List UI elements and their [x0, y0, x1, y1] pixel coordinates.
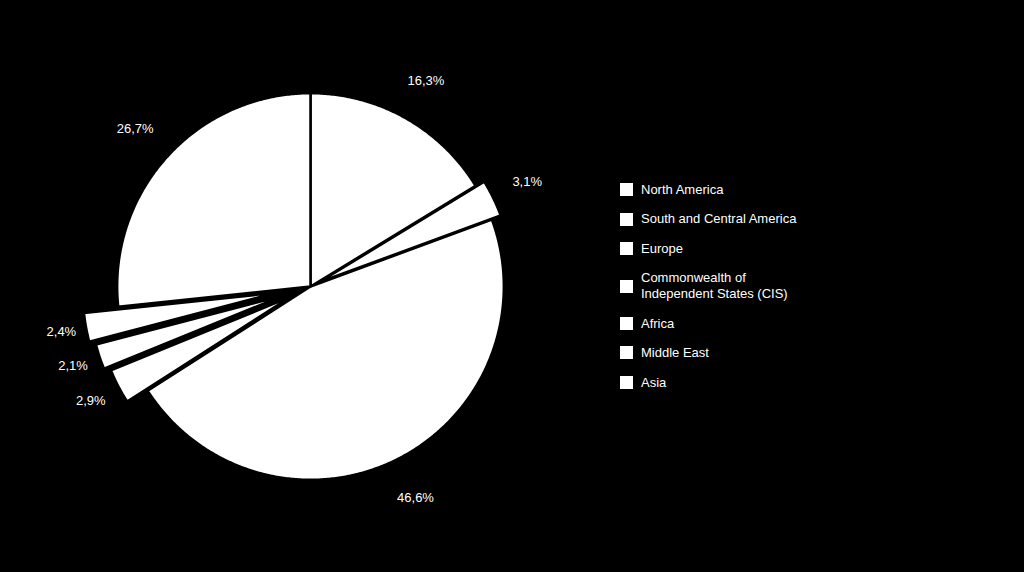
html-text:Europe: Europe [641, 240, 683, 256]
svg-text:2,4%: 2,4% [47, 324, 77, 339]
html-text:Africa: Africa [641, 315, 675, 331]
html-text:Asia: Asia [641, 374, 667, 390]
html-text:Middle East: Middle East [641, 345, 709, 361]
svg-text:3,1%: 3,1% [512, 174, 542, 189]
html-text:South and Central America: South and Central America [641, 211, 797, 227]
html-text:Commonwealth of Independent St: Commonwealth of Independent States (CIS) [641, 270, 788, 301]
svg-text:2,9%: 2,9% [76, 393, 106, 408]
svg-text:2,1%: 2,1% [58, 358, 88, 373]
svg-text:26,7%: 26,7% [117, 121, 154, 136]
html-text:North America: North America [641, 181, 724, 197]
svg-text:16,3%: 16,3% [408, 73, 445, 88]
svg-text:46,6%: 46,6% [397, 490, 434, 505]
